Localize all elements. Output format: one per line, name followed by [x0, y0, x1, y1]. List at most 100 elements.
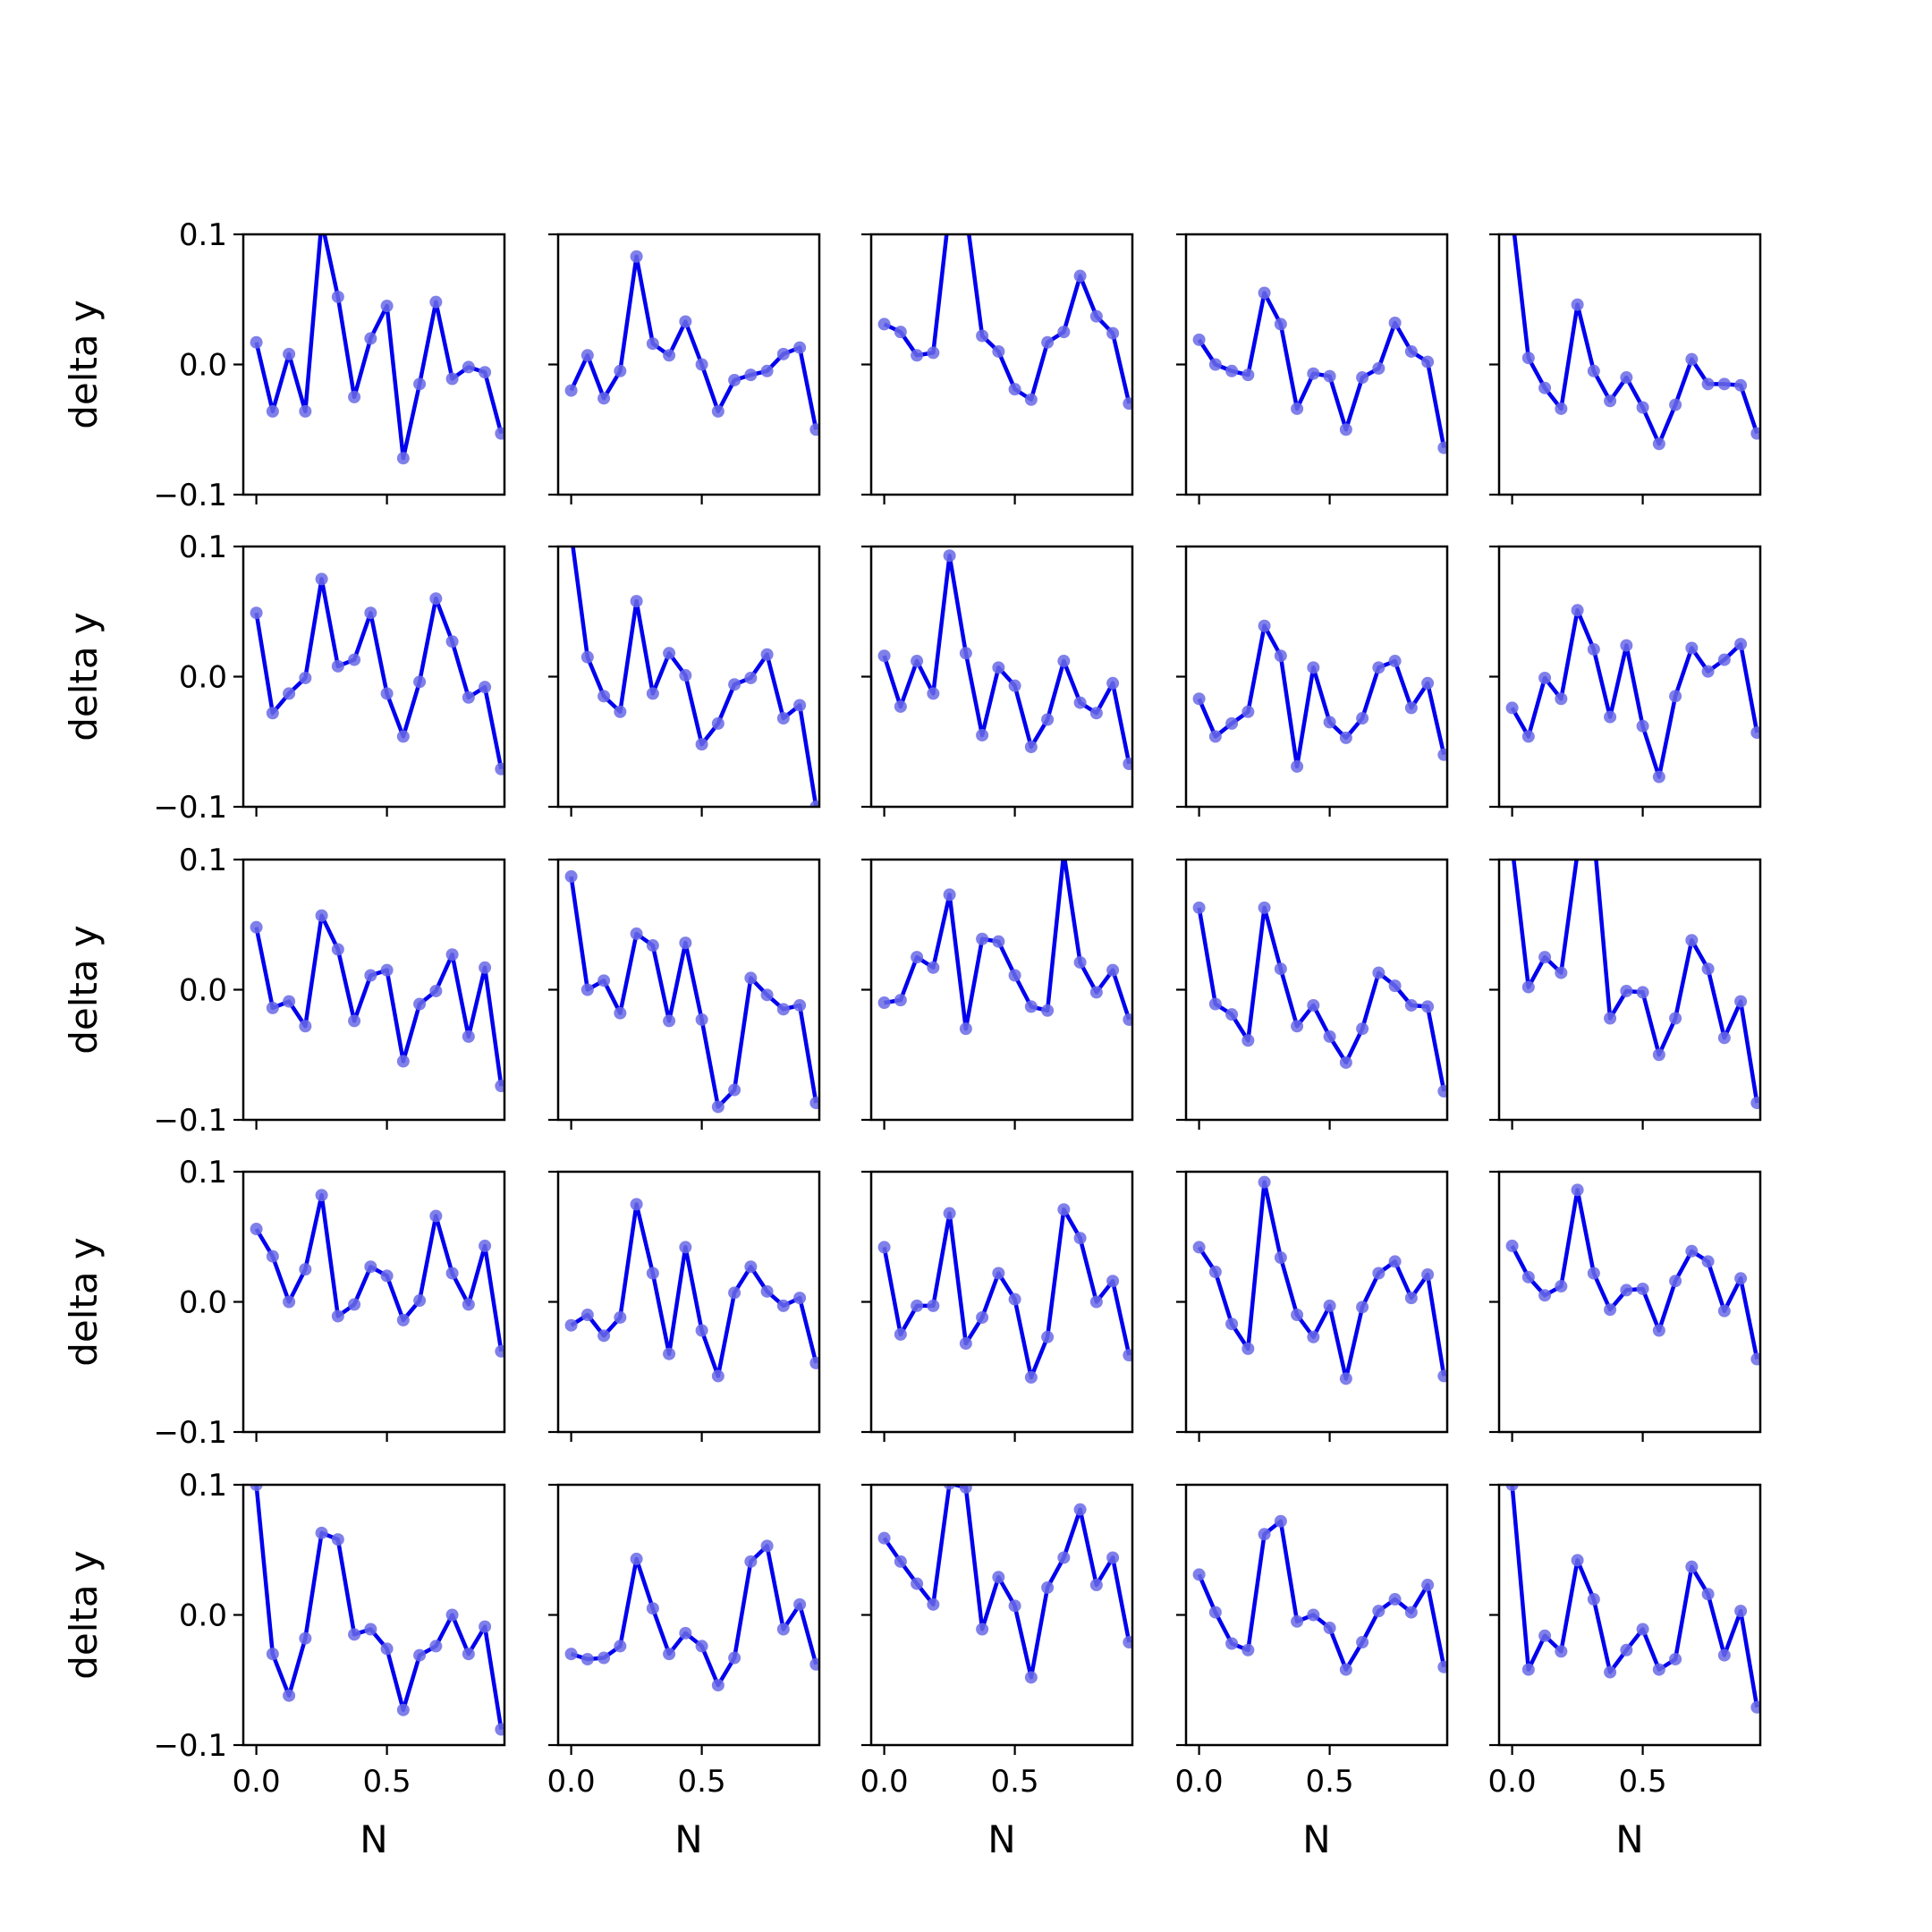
data-point: [364, 606, 377, 620]
data-point: [992, 935, 1005, 948]
y-tick-label: 0.0: [179, 973, 227, 1009]
series-line: [1512, 860, 1759, 1104]
data-point: [380, 300, 394, 313]
data-point: [1123, 397, 1132, 411]
data-point: [1587, 1593, 1600, 1606]
subplot-r4-c2: [548, 1170, 821, 1442]
data-point: [1734, 378, 1748, 392]
x-tick-label: 0.5: [1306, 1764, 1354, 1800]
y-tick-label: −0.1: [153, 1728, 227, 1764]
y-tick-label: 0.1: [179, 843, 227, 878]
data-point: [1225, 364, 1239, 377]
data-point: [580, 1652, 594, 1665]
subplot-r2-c4: [1176, 545, 1449, 817]
x-tick-label: 0.5: [991, 1764, 1039, 1800]
data-point: [380, 1269, 394, 1283]
subplot-r1-c2: [548, 233, 821, 504]
subplot-r5-c3: 0.0 0.5 N: [860, 1483, 1134, 1861]
data-point: [1421, 1000, 1435, 1013]
y-tick-label: 0.0: [179, 1285, 227, 1321]
data-point: [1555, 1645, 1568, 1658]
data-point: [597, 690, 611, 703]
data-point: [1421, 676, 1435, 690]
data-point: [495, 1080, 504, 1093]
data-point: [1734, 638, 1748, 651]
data-point: [1372, 966, 1385, 979]
data-point: [1404, 998, 1418, 1012]
subplot-r2-c2: [548, 545, 821, 817]
data-point: [1388, 1255, 1402, 1268]
subplot-r1-c3: [861, 233, 1134, 504]
data-point: [728, 1651, 741, 1665]
x-tick-label: 0.0: [1175, 1764, 1224, 1800]
data-point: [429, 1209, 443, 1223]
data-point: [744, 971, 758, 985]
data-point: [1717, 1648, 1731, 1662]
data-point: [364, 1623, 377, 1636]
series-line: [571, 547, 818, 807]
series-group: [250, 1485, 504, 1736]
data-point: [630, 250, 643, 263]
data-point: [976, 932, 989, 945]
data-point: [1123, 1013, 1132, 1026]
data-point: [1208, 1266, 1222, 1279]
data-point: [1604, 1012, 1617, 1025]
data-point: [711, 1369, 724, 1383]
data-point: [1192, 1241, 1206, 1254]
data-point: [1505, 1239, 1519, 1252]
data-point: [1604, 1303, 1617, 1317]
data-point: [564, 384, 578, 397]
subplot-r2-c5: [1489, 545, 1762, 817]
y-tick-label: 0.1: [179, 1468, 227, 1504]
data-point: [1620, 371, 1633, 385]
data-point: [1008, 969, 1021, 982]
data-point: [1538, 1289, 1552, 1302]
data-point: [1089, 309, 1103, 323]
data-point: [1123, 1349, 1132, 1362]
data-point: [927, 1299, 940, 1312]
series-line: [882, 553, 1131, 765]
data-point: [943, 888, 956, 902]
data-point: [760, 988, 774, 1002]
data-point: [679, 1626, 692, 1640]
data-point: [1106, 676, 1120, 690]
data-point: [1750, 1352, 1760, 1366]
data-point: [1555, 402, 1568, 415]
series-group: [877, 860, 1132, 1036]
data-point: [1437, 748, 1447, 761]
data-point: [1437, 1369, 1447, 1383]
y-axis-label: delta y: [62, 612, 106, 741]
data-point: [679, 1241, 692, 1254]
series-line: [254, 913, 504, 1087]
y-tick-label: 0.1: [179, 1155, 227, 1191]
data-point: [1669, 1275, 1682, 1288]
data-point: [1388, 316, 1402, 329]
data-point: [877, 1531, 891, 1545]
data-point: [1307, 998, 1320, 1012]
data-point: [728, 678, 741, 691]
data-point: [462, 1648, 475, 1661]
data-point: [1291, 1614, 1304, 1628]
data-point: [1323, 1299, 1336, 1312]
data-point: [580, 349, 594, 362]
data-point: [1717, 1304, 1731, 1318]
data-point: [1404, 1606, 1418, 1619]
data-point: [1685, 1560, 1699, 1573]
data-point: [1089, 1295, 1103, 1309]
y-axis-label: delta y: [62, 925, 106, 1055]
data-point: [1089, 707, 1103, 720]
subplot-r1-c5: [1489, 233, 1762, 504]
data-point: [1437, 1660, 1447, 1674]
data-point: [1521, 980, 1535, 994]
data-point: [1701, 665, 1715, 678]
data-point: [630, 1198, 643, 1211]
series-group: [1192, 619, 1447, 773]
data-point: [1291, 402, 1304, 415]
subplot-r3-c3: [861, 858, 1134, 1130]
data-point: [1685, 1244, 1699, 1258]
series-group: [877, 234, 1132, 411]
data-point: [1388, 655, 1402, 668]
data-point: [911, 951, 924, 964]
data-point: [1421, 1579, 1435, 1592]
